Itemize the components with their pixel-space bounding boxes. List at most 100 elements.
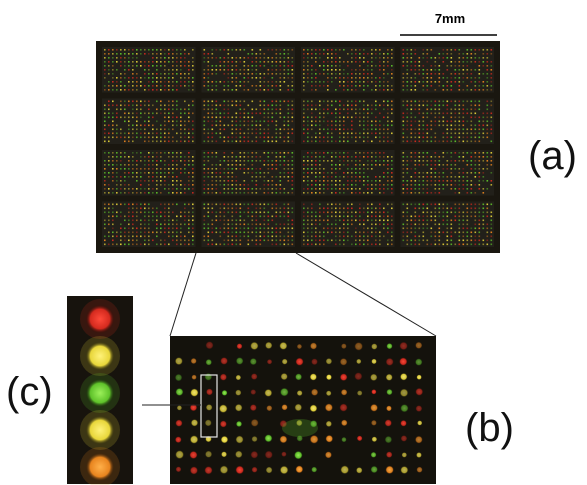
array-spot	[339, 235, 341, 238]
array-spot	[311, 116, 313, 119]
array-spot	[307, 53, 309, 55]
array-spot	[128, 160, 130, 162]
array-spot	[291, 243, 294, 246]
array-spot	[402, 57, 405, 59]
array-spot	[287, 128, 290, 131]
zoom-spot	[339, 373, 348, 382]
array-spot	[247, 124, 250, 127]
array-spot	[247, 132, 250, 135]
array-spot	[379, 152, 381, 154]
array-spot	[303, 108, 305, 111]
array-spot	[271, 116, 274, 119]
array-spot	[223, 231, 226, 234]
array-spot	[418, 136, 421, 139]
array-spot	[227, 203, 230, 206]
array-spot	[367, 164, 369, 166]
array-spot	[172, 85, 174, 87]
array-spot	[243, 49, 246, 51]
array-spot	[303, 89, 305, 91]
array-spot	[108, 100, 110, 103]
array-spot	[112, 231, 114, 234]
array-spot	[466, 73, 469, 75]
array-spot	[223, 136, 226, 139]
array-spot	[454, 49, 457, 51]
array-spot	[128, 77, 130, 79]
array-spot	[387, 53, 389, 55]
array-spot	[367, 108, 369, 111]
array-spot	[243, 89, 246, 91]
array-spot	[446, 124, 449, 127]
array-spot	[418, 219, 421, 222]
array-spot	[184, 140, 186, 143]
array-spot	[124, 100, 126, 103]
array-spot	[231, 61, 234, 63]
array-spot	[227, 223, 230, 226]
array-spot	[486, 188, 489, 190]
array-spot	[275, 57, 278, 59]
array-spot	[343, 215, 345, 218]
array-spot	[291, 188, 294, 190]
array-spot	[231, 49, 234, 51]
array-spot	[414, 85, 417, 87]
array-spot	[176, 85, 178, 87]
array-spot	[144, 227, 146, 230]
array-spot	[168, 140, 170, 143]
array-spot	[287, 223, 290, 226]
array-spot	[402, 176, 405, 178]
array-spot	[478, 69, 481, 71]
array-spot	[247, 172, 250, 174]
array-spot	[351, 211, 353, 214]
array-spot	[307, 219, 309, 222]
array-spot	[327, 160, 329, 162]
array-spot	[470, 132, 473, 135]
array-spot	[219, 207, 222, 210]
array-spot	[172, 73, 174, 75]
array-spot	[172, 53, 174, 55]
array-spot	[116, 176, 118, 178]
array-spot	[426, 152, 429, 154]
array-spot	[422, 77, 425, 79]
microarray-zoom-image	[170, 336, 436, 484]
array-spot	[363, 116, 365, 119]
array-spot	[223, 168, 226, 170]
array-spot	[438, 223, 441, 226]
array-spot	[172, 77, 174, 79]
array-spot	[156, 128, 158, 131]
array-spot	[243, 152, 246, 154]
array-spot	[279, 89, 282, 91]
array-spot	[442, 140, 445, 143]
array-spot	[140, 231, 142, 234]
array-spot	[355, 136, 357, 139]
array-spot	[422, 180, 425, 182]
array-spot	[311, 104, 313, 107]
array-spot	[470, 156, 473, 158]
array-spot	[231, 172, 234, 174]
array-spot	[104, 164, 106, 166]
array-spot	[184, 112, 186, 115]
array-spot	[402, 211, 405, 214]
array-spot	[470, 172, 473, 174]
array-spot	[323, 176, 325, 178]
array-spot	[112, 112, 114, 115]
array-spot	[371, 152, 373, 154]
array-spot	[255, 108, 258, 111]
array-spot	[128, 85, 130, 87]
array-spot	[339, 108, 341, 111]
zoom-spot	[415, 405, 423, 412]
array-spot	[116, 180, 118, 182]
array-spot	[482, 81, 485, 83]
array-spot	[391, 203, 393, 206]
array-spot	[335, 231, 337, 234]
array-spot	[391, 85, 393, 87]
array-spot	[219, 219, 222, 222]
array-spot	[124, 136, 126, 139]
array-spot	[215, 132, 218, 135]
array-spot	[339, 239, 341, 242]
zoom-spot	[339, 358, 348, 366]
array-spot	[188, 73, 190, 75]
zoom-spot	[340, 465, 350, 475]
array-spot	[124, 49, 126, 51]
array-spot	[486, 81, 489, 83]
array-spot	[132, 140, 134, 143]
array-spot	[267, 136, 270, 139]
